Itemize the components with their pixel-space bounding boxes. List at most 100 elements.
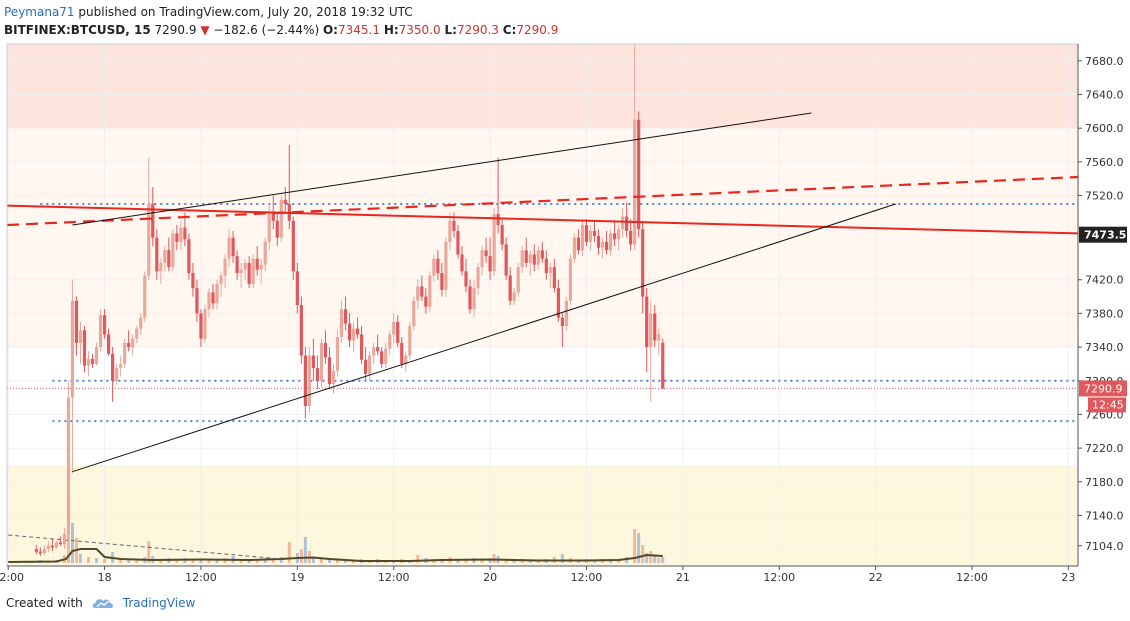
- candle-body: [484, 250, 488, 257]
- candle-body: [488, 256, 492, 272]
- candle-body: [476, 267, 480, 289]
- volume-bar: [319, 558, 323, 563]
- candle-body: [572, 237, 577, 259]
- candle-body: [355, 328, 360, 335]
- lower-black-trendline: [72, 203, 896, 473]
- volume-bar: [649, 551, 653, 563]
- volume-bar: [78, 554, 82, 563]
- chart-header: Peymana71 published on TradingView.com, …: [4, 3, 558, 39]
- candle-body: [223, 258, 227, 276]
- candle-body: [432, 258, 436, 276]
- volume-bar: [247, 560, 251, 563]
- volume-bar: [127, 560, 131, 563]
- candle-body: [151, 203, 155, 238]
- candle-body: [592, 230, 597, 236]
- volume-bar: [560, 554, 564, 563]
- volume-bar: [633, 529, 637, 563]
- candle-body: [637, 119, 641, 230]
- tradingview-link[interactable]: TradingView: [122, 596, 196, 610]
- price-tick-label: 7104.0: [1085, 540, 1124, 553]
- candle-body: [131, 338, 135, 348]
- candle-body: [119, 363, 123, 369]
- candle-body: [657, 334, 661, 341]
- candle-body: [335, 336, 340, 371]
- candle-body: [500, 225, 504, 245]
- candle-body: [175, 233, 179, 242]
- time-tick-label: 22: [869, 571, 883, 584]
- candle-body: [215, 283, 219, 304]
- candle-body: [50, 545, 54, 548]
- candle-body: [227, 237, 231, 259]
- volume-bar: [609, 560, 613, 563]
- candle-body: [291, 220, 295, 272]
- candle-body: [94, 347, 99, 364]
- candle-body: [359, 334, 364, 360]
- line-price-tag: [1079, 226, 1127, 243]
- candle-body: [392, 321, 396, 335]
- candle-body: [343, 309, 348, 324]
- volume-bar: [440, 560, 444, 563]
- candle-body: [460, 254, 464, 272]
- candle-body: [645, 296, 649, 348]
- volume-bar: [207, 559, 211, 563]
- volume-bar: [661, 557, 665, 563]
- candle-body: [580, 225, 585, 251]
- price-axis[interactable]: 7104.07140.07180.07220.07260.07300.07340…: [1077, 44, 1130, 566]
- trend-lines[interactable]: [6, 112, 1079, 473]
- candle-body: [649, 313, 653, 348]
- candle-body: [625, 216, 629, 231]
- dashed-red-trendline: [6, 175, 1079, 227]
- candle-body: [544, 258, 548, 274]
- time-axis[interactable]: 12:00 18 12:00 19 12:00 20 12:00 21 12:00 22 12:00…: [0, 565, 1078, 584]
- candle-body: [456, 230, 460, 255]
- candle-body: [239, 269, 243, 274]
- close-label: C:: [502, 23, 517, 37]
- mid-zone: [7, 128, 1078, 348]
- footer: Created with TradingView: [6, 596, 195, 610]
- candle-body: [468, 286, 472, 310]
- candle-body: [548, 267, 552, 274]
- author-link[interactable]: Peymana71: [4, 5, 75, 19]
- candle-body: [440, 273, 444, 290]
- volume-bar: [191, 559, 195, 563]
- candle-body: [58, 542, 63, 545]
- time-tick-label: 21: [676, 571, 690, 584]
- time-tick-label: 12:00: [763, 571, 795, 584]
- volume-ma-line: [8, 548, 663, 563]
- candle-body: [187, 239, 191, 274]
- candle-body: [661, 342, 665, 389]
- candle-body: [568, 258, 573, 301]
- volume-bar: [299, 549, 303, 563]
- candle-body: [452, 220, 456, 231]
- price-tick-label: 7600.0: [1085, 122, 1124, 135]
- candle-body: [420, 286, 424, 297]
- price-tick-label: 7340.0: [1085, 341, 1124, 354]
- open-value: 7345.1: [337, 23, 380, 37]
- candle-body: [520, 250, 524, 268]
- countdown-tag: [1088, 397, 1126, 413]
- volume-bar: [637, 533, 641, 563]
- price-chart[interactable]: 7104.07140.07180.07220.07260.07300.07340…: [0, 0, 1130, 590]
- price-zones: [7, 44, 1078, 566]
- candle-body: [428, 275, 432, 307]
- volume-bar: [95, 558, 99, 563]
- candle-body: [74, 300, 79, 343]
- candle-body: [616, 229, 621, 240]
- volume-bar: [199, 560, 203, 563]
- candle-body: [524, 250, 528, 263]
- volume-bar: [492, 554, 496, 563]
- candle-body: [339, 309, 344, 337]
- candle-body: [251, 258, 255, 284]
- time-tick-label: 23: [1061, 571, 1075, 584]
- candle-body: [139, 317, 143, 329]
- candle-body: [532, 254, 536, 265]
- volume-bar: [645, 553, 649, 563]
- countdown-tag-text: 12:45: [1092, 398, 1124, 411]
- candle-body: [327, 357, 332, 385]
- candle-body: [255, 258, 259, 270]
- candle-body: [612, 233, 617, 240]
- last-price: 7290.9: [154, 23, 197, 37]
- close-value: 7290.9: [516, 23, 559, 37]
- last-price-tag: [1079, 380, 1127, 397]
- price-axis-bg: [1078, 44, 1130, 566]
